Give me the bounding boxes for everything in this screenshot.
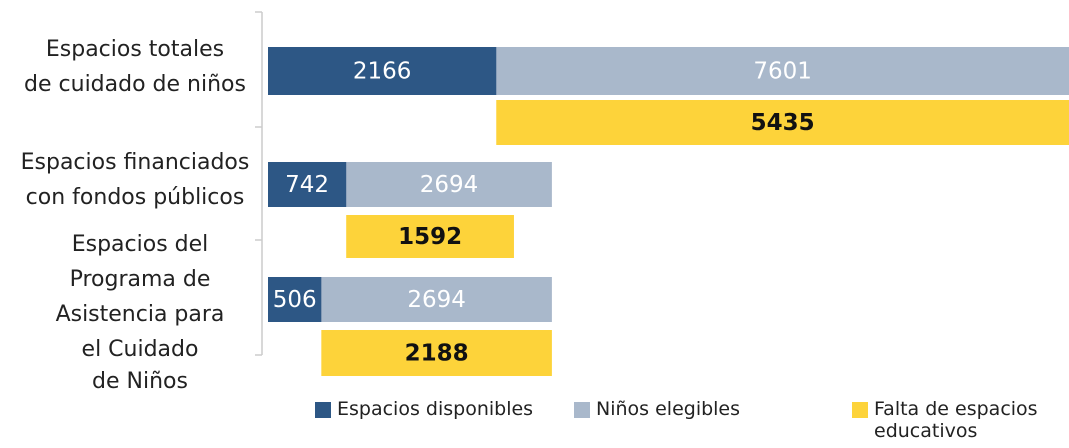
legend-item: Niños elegibles [574, 398, 834, 420]
bar [268, 162, 347, 207]
value-label: 2166 [353, 59, 412, 85]
value-label: 742 [285, 172, 329, 198]
bar [268, 277, 322, 322]
legend-label: Falta de espacios educativos [874, 398, 1038, 442]
legend-swatch [852, 402, 868, 418]
bar [496, 100, 1069, 145]
bar [346, 215, 514, 258]
category-label: de cuidado de niños [24, 72, 246, 97]
legend-swatch [315, 402, 331, 418]
value-label: 2188 [405, 341, 469, 367]
bar [268, 47, 497, 95]
legend-swatch [574, 402, 590, 418]
category-label: Espacios totales [46, 37, 224, 62]
category-label: el Cuidado [82, 337, 199, 362]
category-label: con fondos públicos [26, 185, 245, 210]
legend-label: Niños elegibles [596, 398, 741, 420]
bar [321, 330, 552, 376]
value-label: 5435 [751, 110, 815, 136]
chart: Espacios totales de cuidado de niños 2166 7… [21, 11, 1069, 394]
value-label: 2694 [420, 172, 479, 198]
legend: Espacios disponibles Niños elegibles Falta… [0, 398, 1069, 448]
value-label: 1592 [398, 224, 462, 250]
category-label: de Niños [92, 369, 188, 394]
legend-item: Falta de espacios educativos [852, 398, 1052, 442]
value-label: 2694 [407, 287, 466, 313]
legend-label: Espacios disponibles [337, 398, 534, 420]
value-label: 506 [273, 287, 317, 313]
category-label: Asistencia para [56, 302, 225, 327]
value-label: 7601 [753, 59, 812, 85]
legend-item: Espacios disponibles [315, 398, 565, 420]
category-label: Espacios financiados [21, 150, 250, 175]
category-label: Programa de [70, 267, 211, 292]
category-label: Espacios del [72, 232, 209, 257]
